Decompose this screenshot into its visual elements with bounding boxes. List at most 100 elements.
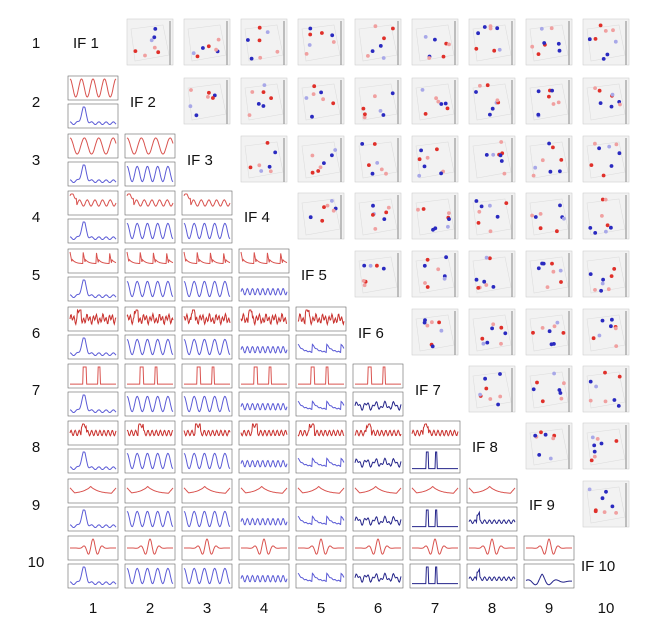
scatter-dot bbox=[370, 49, 375, 53]
scatter-dot bbox=[422, 164, 427, 169]
scatter-dot bbox=[547, 329, 552, 334]
scatter-dot bbox=[333, 148, 338, 152]
waveform-panel-top bbox=[295, 478, 347, 504]
scatter-dot bbox=[614, 142, 619, 147]
scatter-dot bbox=[481, 341, 486, 346]
waveform-panel-top bbox=[295, 420, 347, 446]
blue-waveform bbox=[183, 338, 231, 356]
scatter-dot bbox=[423, 35, 428, 39]
cube-frame bbox=[415, 314, 455, 352]
scatter-dot bbox=[378, 109, 383, 113]
cube-frame bbox=[358, 256, 398, 294]
red-waveform bbox=[183, 485, 231, 494]
red-waveform bbox=[70, 538, 116, 555]
diagonal-label: IF 1 bbox=[73, 35, 99, 52]
scatter-dot bbox=[590, 435, 595, 440]
scatter-dot bbox=[549, 342, 554, 347]
red-waveform bbox=[411, 423, 459, 437]
scatter-dot bbox=[482, 25, 487, 29]
scatter-dot bbox=[362, 283, 367, 288]
red-waveform bbox=[412, 538, 458, 555]
scatter-dot bbox=[433, 37, 437, 42]
scatter-dot bbox=[371, 203, 375, 208]
cube-frame bbox=[529, 371, 569, 409]
scatter-dot bbox=[446, 224, 450, 229]
scatter-dot bbox=[478, 392, 482, 397]
cube-frame bbox=[586, 24, 626, 62]
scatter-dot bbox=[488, 112, 492, 117]
scatter-dot bbox=[382, 217, 387, 222]
blue-waveform bbox=[69, 337, 117, 357]
cube-frame bbox=[358, 198, 398, 236]
scatter-dot bbox=[484, 386, 489, 391]
scatter-dot bbox=[318, 165, 323, 170]
diagonal-label: IF 3 bbox=[187, 152, 213, 169]
scatter-dot bbox=[614, 439, 619, 443]
scatter-dot bbox=[420, 88, 425, 92]
cube-frame bbox=[301, 24, 341, 62]
scatter-dot bbox=[609, 104, 614, 109]
scatter-dot bbox=[497, 47, 502, 52]
blue-waveform bbox=[297, 515, 345, 526]
row-label: 10 bbox=[27, 554, 45, 571]
row-label: 2 bbox=[31, 94, 41, 111]
column-label: 7 bbox=[430, 600, 440, 617]
scatter-dot bbox=[551, 102, 556, 106]
cube-frame bbox=[586, 141, 626, 179]
cube-frame bbox=[529, 198, 569, 236]
scatter-dot bbox=[588, 398, 593, 403]
blue-waveform bbox=[468, 567, 516, 582]
scatter-dot bbox=[495, 26, 500, 31]
red-waveform bbox=[127, 366, 173, 385]
scatter-dot bbox=[603, 197, 608, 202]
cube-frame bbox=[472, 256, 512, 294]
scatter-dot bbox=[474, 46, 479, 51]
scatter-dot bbox=[316, 169, 321, 173]
scatter-dot bbox=[311, 92, 316, 96]
waveform-panel-top bbox=[124, 420, 176, 446]
diagonal-label: IF 6 bbox=[358, 325, 384, 342]
scatter-dot bbox=[605, 52, 610, 57]
scatter-dot bbox=[216, 37, 221, 42]
scatter-dot bbox=[495, 214, 500, 219]
scatter-dot bbox=[598, 101, 603, 105]
cube-frame bbox=[586, 371, 626, 409]
cube-frame bbox=[244, 24, 284, 62]
scatter-dot bbox=[611, 28, 615, 33]
waveform-panel-bottom bbox=[352, 506, 404, 532]
scatter-dot bbox=[612, 398, 617, 402]
column-label: 10 bbox=[597, 600, 615, 617]
scatter-dot bbox=[312, 84, 317, 89]
red-waveform bbox=[526, 538, 572, 555]
red-waveform bbox=[355, 366, 401, 385]
scatter-dot bbox=[610, 504, 615, 509]
scatter-dot bbox=[559, 280, 563, 284]
waveform-panel-bottom bbox=[238, 276, 290, 302]
scatter-dot bbox=[423, 318, 427, 322]
scatter-dot bbox=[259, 169, 264, 173]
scatter-dot bbox=[474, 199, 479, 203]
scatter-dot bbox=[476, 31, 480, 36]
cube-frame bbox=[586, 83, 626, 121]
scatter-dot bbox=[214, 47, 219, 52]
scatter-dot bbox=[559, 158, 564, 162]
scatter-dot bbox=[261, 90, 266, 94]
scatter-dot bbox=[616, 404, 621, 408]
scatter-dot bbox=[363, 112, 367, 117]
scatter-dot bbox=[417, 157, 422, 162]
blue-waveform bbox=[183, 395, 231, 413]
red-waveform bbox=[297, 423, 345, 437]
blue-waveform bbox=[354, 515, 402, 526]
scatter-dot bbox=[425, 285, 430, 289]
scatter-dot bbox=[593, 509, 598, 514]
blue-waveform bbox=[183, 222, 231, 240]
scatter-dot bbox=[439, 102, 444, 106]
scatter-dot bbox=[604, 229, 608, 234]
scatter-dot bbox=[530, 213, 534, 218]
scatter-dot bbox=[498, 153, 503, 158]
diagonal-label: IF 7 bbox=[415, 382, 441, 399]
scatter-dot bbox=[269, 96, 273, 100]
red-waveform bbox=[241, 538, 287, 555]
scatter-dot bbox=[149, 38, 154, 43]
